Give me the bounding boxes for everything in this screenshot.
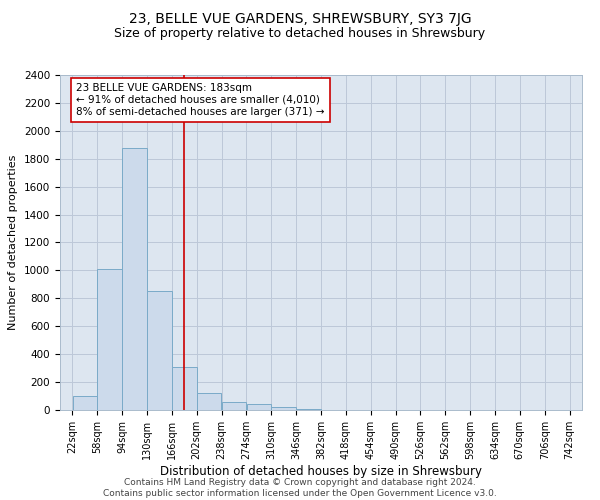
Bar (222, 402, 246, 410)
Text: Size of property relative to detached houses in Shrewsbury: Size of property relative to detached ho… (115, 28, 485, 40)
Text: Contains HM Land Registry data © Crown copyright and database right 2024.
Contai: Contains HM Land Registry data © Crown c… (103, 478, 497, 498)
Bar (247, 404, 271, 410)
Text: 23, BELLE VUE GARDENS, SHREWSBURY, SY3 7JG: 23, BELLE VUE GARDENS, SHREWSBURY, SY3 7… (128, 12, 472, 26)
Bar (271, 406, 296, 410)
Bar (147, 292, 172, 410)
Bar (172, 366, 197, 410)
Text: 23 BELLE VUE GARDENS: 183sqm
← 91% of detached houses are smaller (4,010)
8% of : 23 BELLE VUE GARDENS: 183sqm ← 91% of de… (76, 84, 325, 116)
Y-axis label: Number of detached properties: Number of detached properties (8, 155, 19, 330)
Bar (197, 393, 221, 410)
Bar (97, 269, 122, 410)
Bar (122, 148, 147, 410)
Bar (73, 396, 97, 410)
X-axis label: Distribution of detached houses by size in Shrewsbury: Distribution of detached houses by size … (160, 464, 482, 477)
